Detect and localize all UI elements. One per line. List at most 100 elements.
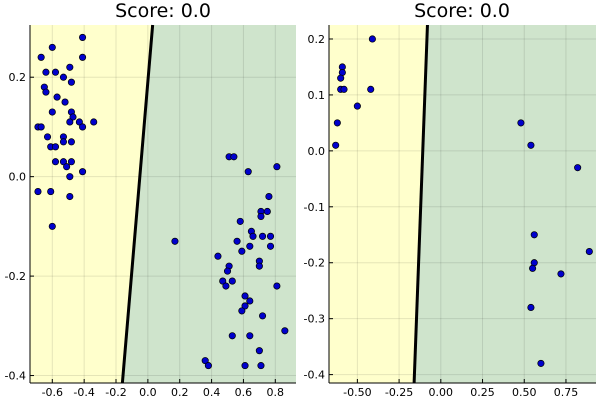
left-x-tick-label: -0.4 <box>73 386 94 399</box>
left-data-point <box>233 237 241 245</box>
right-y-tick-label: -0.4 <box>304 369 325 382</box>
right-data-point <box>585 247 593 256</box>
left-data-point <box>69 113 77 121</box>
left-data-point <box>236 217 244 225</box>
right-data-point <box>353 102 361 110</box>
right-decision-boundary <box>412 24 429 384</box>
right-x-tick-label: 0.00 <box>429 386 454 399</box>
right-y-tick-label: -0.3 <box>304 313 325 326</box>
right-y-tick-label: -0.2 <box>304 257 325 270</box>
left-x-tick-label: -0.6 <box>42 386 63 399</box>
left-data-point <box>257 212 265 220</box>
left-data-point <box>246 297 254 305</box>
left-data-point <box>48 108 56 116</box>
left-y-ticks: -0.4 -0.2 0.0 0.2 <box>5 71 34 383</box>
left-data-point <box>79 168 87 176</box>
right-y-tick-label: 0.2 <box>308 33 326 46</box>
right-data-point <box>337 74 345 82</box>
left-data-point <box>66 118 74 126</box>
left-data-point <box>238 247 246 255</box>
left-data-point <box>48 43 56 51</box>
left-data-point <box>79 123 87 131</box>
left-data-point <box>42 88 50 96</box>
left-data-point <box>67 138 75 146</box>
right-data-point <box>530 231 538 239</box>
right-data-point <box>517 119 525 127</box>
left-data-point <box>61 98 69 106</box>
left-data-point <box>219 277 227 285</box>
right-x-ticks: -0.50 -0.25 0.00 0.25 0.50 0.75 <box>343 379 578 399</box>
left-data-point <box>228 332 236 340</box>
left-data-point <box>59 73 67 81</box>
left-data-point <box>42 68 50 76</box>
left-data-point <box>47 188 55 196</box>
left-data-point <box>66 173 74 181</box>
left-x-tick-label: 0.8 <box>267 386 285 399</box>
left-points <box>34 33 289 370</box>
right-data-point <box>527 141 535 149</box>
left-data-point <box>75 118 83 126</box>
left-data-point <box>34 188 42 196</box>
left-data-point <box>266 232 275 240</box>
right-x-tick-label: 0.50 <box>512 386 537 399</box>
right-data-point <box>529 264 537 272</box>
left-data-point <box>259 312 267 320</box>
left-x-tick-label: -0.2 <box>105 386 126 399</box>
left-grid <box>30 25 296 383</box>
left-data-point <box>67 78 75 86</box>
left-data-point <box>228 277 236 285</box>
left-data-point <box>273 163 281 171</box>
right-chart-title: Score: 0.0 <box>414 0 510 22</box>
left-y-tick-label: 0.2 <box>9 71 27 84</box>
right-data-point <box>574 164 582 172</box>
left-data-point <box>241 302 249 310</box>
right-data-point <box>367 85 375 93</box>
left-data-point <box>214 252 222 260</box>
right-region-green-fill <box>414 25 596 383</box>
left-data-point <box>281 327 289 335</box>
left-data-point <box>238 307 246 315</box>
left-data-point <box>66 63 74 71</box>
left-data-point <box>90 118 98 126</box>
right-data-point <box>368 35 376 43</box>
right-y-ticks: -0.4 -0.3 -0.2 -0.1 0.0 0.1 0.2 <box>304 33 333 382</box>
left-data-point <box>255 347 263 355</box>
left-y-tick-label: -0.4 <box>5 370 26 383</box>
left-data-point <box>244 168 252 176</box>
left-data-point <box>51 158 60 166</box>
left-data-point <box>79 53 87 61</box>
left-data-point <box>257 362 265 370</box>
right-data-point <box>557 270 565 278</box>
left-y-tick-label: 0.0 <box>9 171 27 184</box>
left-data-point <box>37 123 45 131</box>
right-points <box>332 35 593 367</box>
left-data-point <box>223 267 232 275</box>
left-data-point <box>246 332 254 340</box>
right-data-point <box>340 85 348 93</box>
right-x-tick-label: 0.75 <box>554 386 579 399</box>
right-y-tick-label: 0.1 <box>308 89 326 102</box>
left-data-point <box>59 158 67 166</box>
left-data-point <box>63 163 71 171</box>
left-data-point <box>53 93 61 101</box>
left-data-point <box>79 33 87 41</box>
left-x-ticks: -0.6 -0.4 -0.2 0.0 0.2 0.4 0.6 0.8 <box>42 379 284 399</box>
left-x-tick-label: 0.0 <box>139 386 157 399</box>
left-data-point <box>246 242 254 250</box>
right-data-point <box>527 303 535 312</box>
right-y-tick-label: -0.1 <box>304 201 325 214</box>
left-data-point <box>263 207 271 216</box>
left-region-green-fill <box>122 25 296 383</box>
left-x-tick-label: 0.2 <box>171 386 189 399</box>
right-x-tick-label: -0.50 <box>343 386 371 399</box>
right-scatter-panel: Score: 0.0 -0.50 -0.25 0.00 0.25 0.50 0.75 -0… <box>304 0 596 399</box>
left-data-point <box>259 232 267 240</box>
right-data-point <box>333 119 341 127</box>
left-x-tick-label: 0.4 <box>203 386 221 399</box>
left-data-point <box>48 222 56 230</box>
left-data-point <box>37 53 45 61</box>
left-scatter-panel: Score: 0.0 -0.6 -0.4 -0.2 0.0 0.2 0.4 0.6 0.8 -… <box>5 0 296 399</box>
left-data-point <box>51 143 60 151</box>
left-data-point <box>273 282 281 290</box>
right-x-tick-label: 0.25 <box>470 386 495 399</box>
